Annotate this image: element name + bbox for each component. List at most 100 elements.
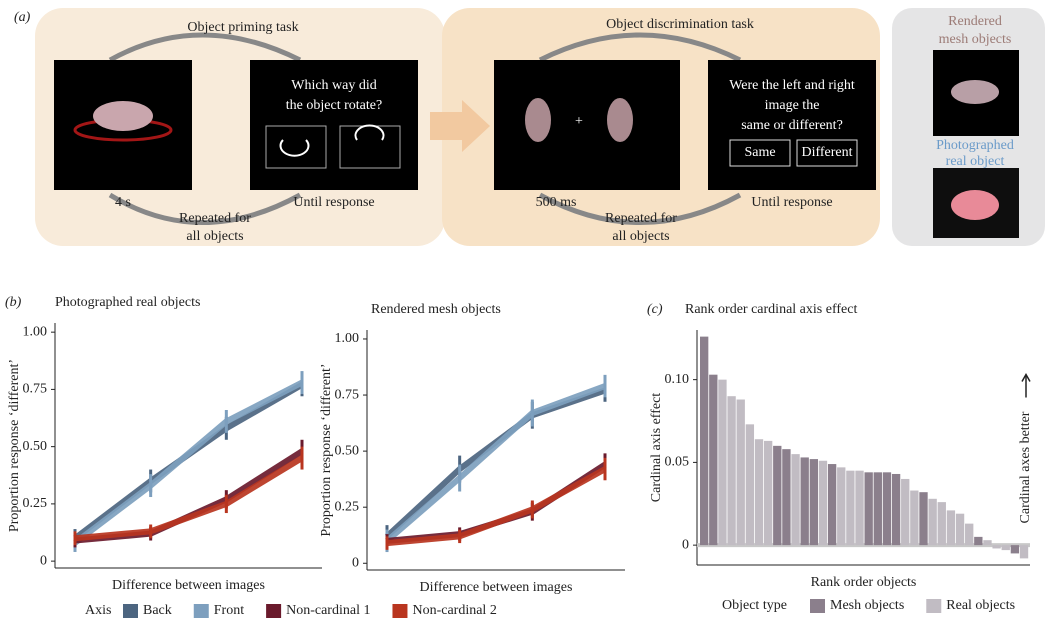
bar [718,380,726,545]
legend-swatch [810,599,825,613]
bar [928,499,936,545]
y-axis-label: Proportion response ‘different’ [7,359,22,532]
question: image the [765,98,820,113]
screen [494,60,680,190]
y-tick-label: 1.00 [335,331,360,346]
question: Were the left and right [729,78,855,93]
pig [951,80,999,104]
stimulus-label: Rendered [948,14,1002,29]
stimulus-label: real object [946,154,1005,169]
y-axis-label: Proportion response ‘different’ [319,363,334,536]
series-line [75,451,302,540]
legend-swatch [926,599,941,613]
chart-title: Rendered mesh objects [371,302,501,317]
bar [938,502,946,545]
task-title: Object priming task [187,20,298,35]
bar [874,472,882,545]
bar [782,449,790,545]
bar [883,472,891,545]
bar [865,472,873,545]
page: (a) Object priming task Which way did th… [0,0,1049,622]
repeat-note: all objects [612,229,669,244]
y-tick-label: 0 [352,555,359,570]
repeat-note: all objects [186,229,243,244]
pig [607,98,633,142]
pig [525,98,551,142]
y-axis-label: Cardinal axis effect [649,393,664,502]
bar [773,446,781,545]
bar [1002,545,1010,550]
bar [992,545,1000,548]
y-tick-label: 0.50 [335,443,360,458]
button-label: Different [801,145,852,160]
legend-label: Non-cardinal 2 [412,603,496,618]
bar [764,441,772,545]
y-tick-label: 0.25 [23,496,48,511]
bar [956,514,964,545]
duration: Until response [293,195,374,210]
y-tick-label: 1.00 [23,324,48,339]
duration: Until response [751,195,832,210]
y-tick-label: 0.75 [23,382,48,397]
bar [837,467,845,545]
legend-label: Front [214,603,244,618]
legend-label: Non-cardinal 1 [286,603,370,618]
y-tick-label: 0 [682,537,689,552]
annotation: Cardinal axes better [1018,411,1033,523]
y-tick-label: 0.50 [23,439,48,454]
bar [828,464,836,545]
task-title: Object discrimination task [606,17,754,32]
bar [910,491,918,546]
x-axis-label: Rank order objects [811,575,917,590]
bar [810,459,818,545]
bar [1020,545,1028,558]
duration: 500 ms [536,195,577,210]
pig [93,101,153,131]
legend-swatch [194,604,209,618]
repeat-note: Repeated for [179,211,251,226]
duration: 4 s [115,195,131,210]
bar [801,457,809,545]
question: the object rotate? [286,98,382,113]
bar [727,396,735,545]
legend-swatch [392,604,407,618]
bar [737,400,745,546]
bar [892,474,900,545]
question: Which way did [291,78,377,93]
legend-swatch [266,604,281,618]
bar [709,375,717,545]
series-line [387,386,605,541]
bar [919,492,927,545]
bar [791,454,799,545]
bar [746,424,754,545]
y-tick-label: 0 [40,553,47,568]
legend-label: Back [143,603,172,618]
y-tick-label: 0.25 [335,499,360,514]
panel-label: (a) [14,10,31,25]
panel-label: (c) [647,302,663,317]
bar [965,524,973,546]
stimulus-label: mesh objects [939,32,1012,47]
bar [855,471,863,545]
figure: (a) Object priming task Which way did th… [0,0,1049,622]
x-axis-label: Difference between images [112,578,265,593]
button-label: Same [744,145,775,160]
bar [901,479,909,545]
pig [951,190,999,220]
legend-title: Axis [85,603,111,618]
repeat-note: Repeated for [605,211,677,226]
bar [819,461,827,545]
x-axis-label: Difference between images [420,580,573,595]
legend-title: Object type [722,598,787,613]
bar [1011,545,1019,553]
stimulus-label: Photographed [936,138,1014,153]
bar [974,537,982,545]
bar [700,337,708,546]
question: same or different? [741,118,843,133]
bar [947,510,955,545]
bar [983,540,991,545]
fixation: + [575,114,583,129]
y-tick-label: 0.75 [335,387,360,402]
chart-title: Photographed real objects [55,295,200,310]
y-tick-label: 0.10 [665,372,690,387]
